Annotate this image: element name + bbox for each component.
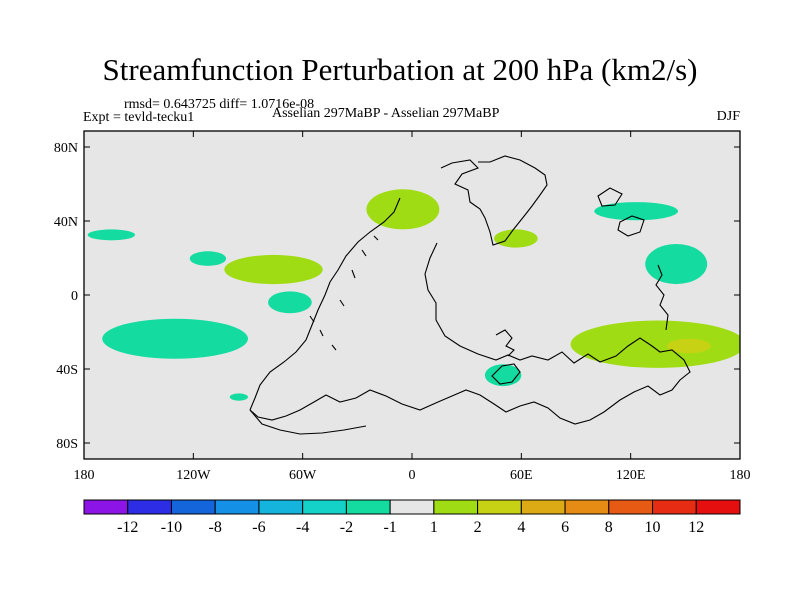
colorbar-label: 6	[561, 519, 569, 536]
coastline-south-america	[249, 409, 367, 435]
anomaly-contours	[87, 189, 740, 401]
anomaly-neg-west-pacific-eq	[645, 243, 708, 285]
colorbar-swatch	[170, 499, 216, 515]
colorbar-label: 12	[688, 519, 704, 536]
coastline-west-islands	[309, 235, 379, 351]
x-tick-label: 60W	[289, 468, 317, 483]
anomaly-pos-south-pacific-core	[667, 338, 711, 354]
colorbar-swatch	[389, 499, 435, 515]
x-tick-label: 180	[74, 468, 95, 483]
anomaly-neg-west-pacific-n	[87, 229, 136, 241]
axis-tick-labels: 180 120W 60W 0 60E 120E 180 80N 40N 0 40S 80S	[54, 141, 751, 483]
anomaly-neg-central-pacific	[189, 251, 227, 266]
colorbar-swatch	[608, 499, 654, 515]
coastlines	[249, 155, 691, 435]
coastline-north-block	[597, 187, 623, 207]
colorbar-label: 1	[430, 519, 438, 536]
anomaly-pos-south-pacific-east	[570, 320, 740, 368]
y-tick-label: 40N	[54, 215, 78, 230]
x-tick-label: 120W	[176, 468, 211, 483]
x-tick-label: 60E	[510, 468, 533, 483]
colorbar-swatch	[695, 499, 741, 515]
anomaly-neg-south-pacific-small	[229, 393, 248, 401]
x-tick-label: 0	[409, 468, 416, 483]
coastline-americas-west	[249, 197, 401, 411]
colorbar-label: -6	[252, 519, 265, 536]
y-tick-label: 80N	[54, 141, 78, 156]
anomaly-neg-south-africa	[484, 364, 522, 387]
y-tick-label: 40S	[56, 363, 78, 378]
colorbar-label: 4	[517, 519, 525, 536]
anomaly-neg-east-asia	[594, 202, 679, 221]
colorbar-swatch	[83, 499, 129, 515]
y-tick-label: 0	[71, 289, 78, 304]
anomaly-neg-south-pacific	[102, 318, 248, 359]
colorbar-swatch	[345, 499, 391, 515]
colorbar-label: 10	[645, 519, 661, 536]
axis-ticks	[83, 131, 741, 459]
anomaly-neg-east-pacific	[268, 291, 312, 314]
coastline-tethys	[495, 329, 515, 357]
experiment-label: Expt = tevld-tecku1	[83, 110, 195, 125]
coastline-cimmeria	[617, 215, 645, 237]
colorbar-swatch	[477, 499, 522, 515]
colorbar-swatch	[433, 499, 479, 515]
x-tick-label: 180	[730, 468, 751, 483]
colorbar-label: -10	[161, 519, 182, 536]
coastline-south-block	[491, 363, 521, 385]
colorbar-label: -2	[340, 519, 353, 536]
colorbar-swatch	[520, 499, 566, 515]
x-tick-label: 120E	[616, 468, 646, 483]
colorbar-label: 8	[605, 519, 613, 536]
anomaly-pos-north-pacific	[224, 254, 323, 285]
colorbar-label: -12	[117, 519, 138, 536]
stats-label: rmsd= 0.643725 diff= 1.0716e-08	[124, 97, 315, 112]
colorbar-swatch	[564, 499, 610, 515]
chart-title: Streamfunction Perturbation at 200 hPa (…	[102, 52, 698, 87]
colorbar-swatch	[258, 499, 304, 515]
coastline-gondwana	[249, 242, 691, 425]
colorbar-label: -1	[383, 519, 396, 536]
colorbar-swatch	[302, 499, 347, 515]
colorbar-swatch	[214, 499, 260, 515]
colorbar-label: -8	[209, 519, 222, 536]
y-tick-label: 80S	[56, 437, 78, 452]
colorbar-swatch	[652, 499, 697, 515]
coastline-north-america	[440, 155, 548, 246]
anomaly-pos-asia	[493, 229, 538, 248]
season-label: DJF	[716, 109, 740, 124]
map-plot-area: 180 120W 60W 0 60E 120E 180 80N 40N 0 40S 80S	[54, 130, 751, 483]
map-background	[84, 131, 740, 459]
colorbar-label: 2	[474, 519, 482, 536]
anomaly-pos-north-atlantic	[366, 189, 440, 230]
colorbar-swatch	[127, 499, 172, 515]
comparison-label: Asselian 297MaBP - Asselian 297MaBP	[272, 106, 500, 121]
colorbar: -12 -10 -8 -6 -4 -2 -1 1 2 4 6 8 10 12	[83, 499, 741, 536]
coastline-east-asia	[655, 264, 669, 331]
colorbar-label: -4	[296, 519, 309, 536]
